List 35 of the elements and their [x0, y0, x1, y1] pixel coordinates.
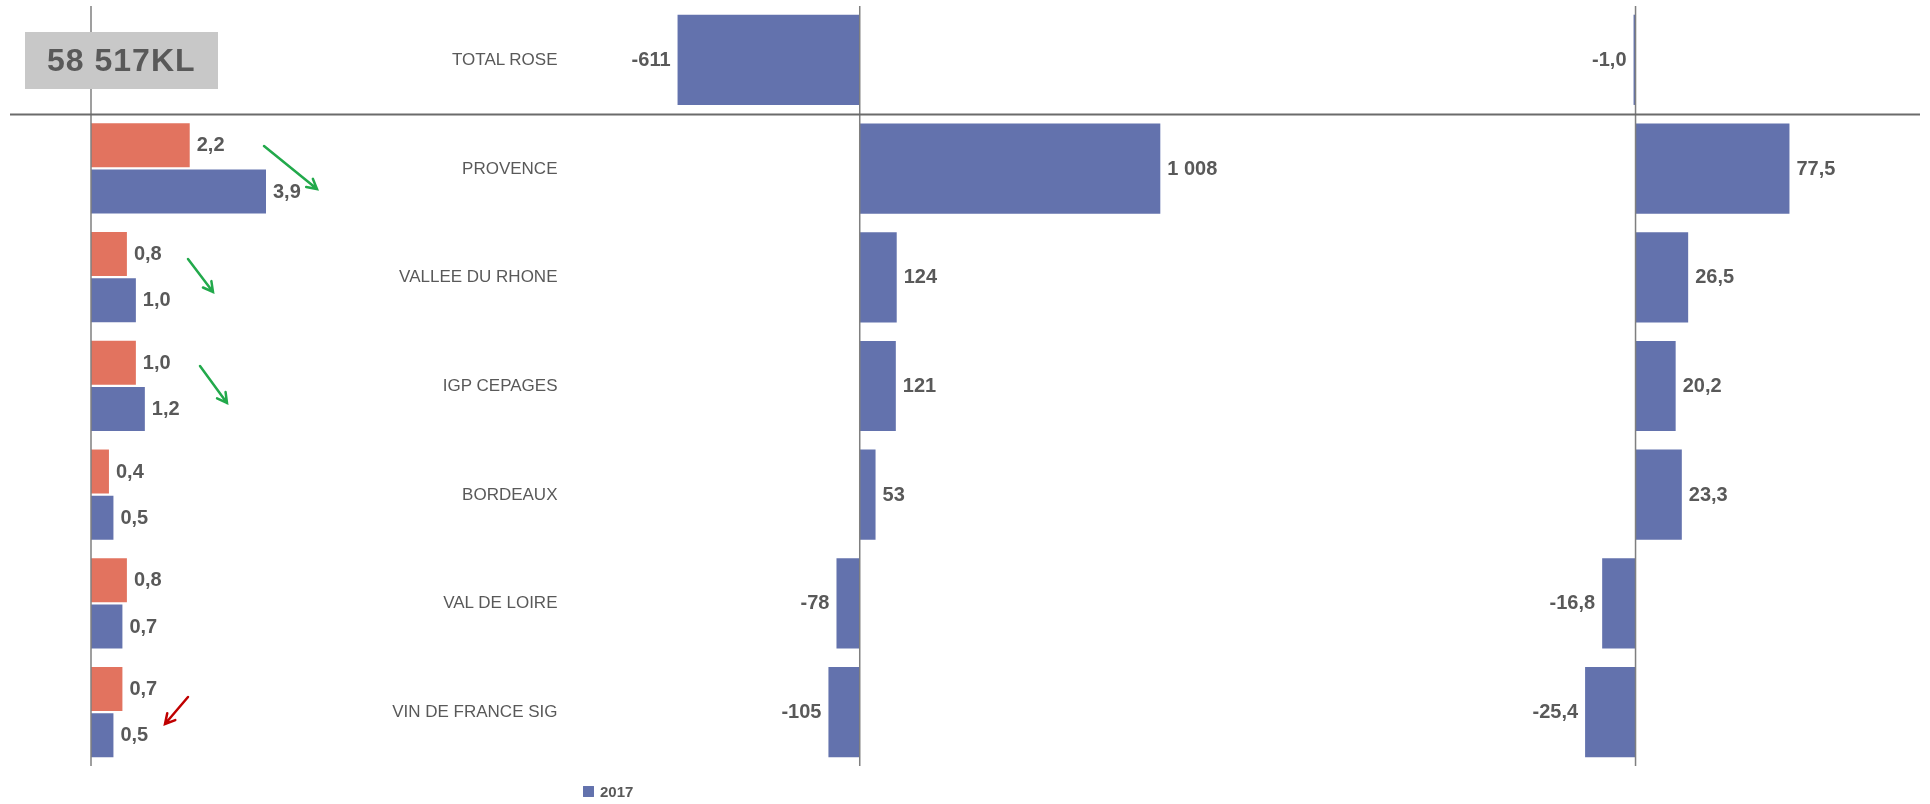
data-label: 0,5: [120, 723, 149, 746]
data-label: 77,5: [1796, 156, 1836, 179]
data-label: 0,7: [129, 677, 158, 700]
y-tick-label: PROVENCE: [462, 158, 558, 178]
data-label: 0,4: [115, 459, 145, 482]
y-tick-label: VAL DE LOIRE: [443, 593, 558, 613]
y-tick-label: VALLEE DU RHONE: [399, 267, 558, 287]
legend-label: 2017: [600, 782, 634, 800]
data-label: -16,8: [1549, 591, 1596, 614]
data-label: -25,4: [1532, 700, 1579, 723]
data-label: 20,2: [1682, 374, 1722, 396]
data-label: 26,5: [1695, 265, 1735, 288]
data-label: 1,0: [142, 350, 171, 373]
data-label: 0,8: [133, 568, 162, 591]
data-label: 23,3: [1688, 482, 1728, 505]
data-label: 3,9: [273, 179, 301, 202]
data-label: -1,0: [1592, 47, 1627, 70]
data-label: -611: [631, 47, 671, 70]
y-tick-label: BORDEAUX: [462, 484, 558, 504]
data-label: 1 008: [1167, 156, 1218, 179]
data-label: 0,7: [129, 614, 158, 637]
data-label: 53: [882, 482, 905, 505]
data-label: 121: [902, 374, 937, 396]
data-label: -105: [781, 700, 822, 723]
data-label: -78: [800, 591, 830, 614]
data-label: 2,2: [196, 133, 225, 156]
y-tick-label: IGP CEPAGES: [442, 376, 558, 395]
y-tick-label: VIN DE FRANCE SIG: [392, 702, 558, 722]
data-label: 1,0: [142, 288, 171, 311]
y-tick-label: TOTAL ROSE: [452, 49, 558, 69]
data-label: 124: [903, 265, 938, 288]
data-label: 0,8: [133, 242, 162, 265]
text: 58 517KL: [25, 32, 218, 89]
data-label: 1,2: [151, 397, 180, 420]
data-label: 0,5: [120, 505, 149, 528]
